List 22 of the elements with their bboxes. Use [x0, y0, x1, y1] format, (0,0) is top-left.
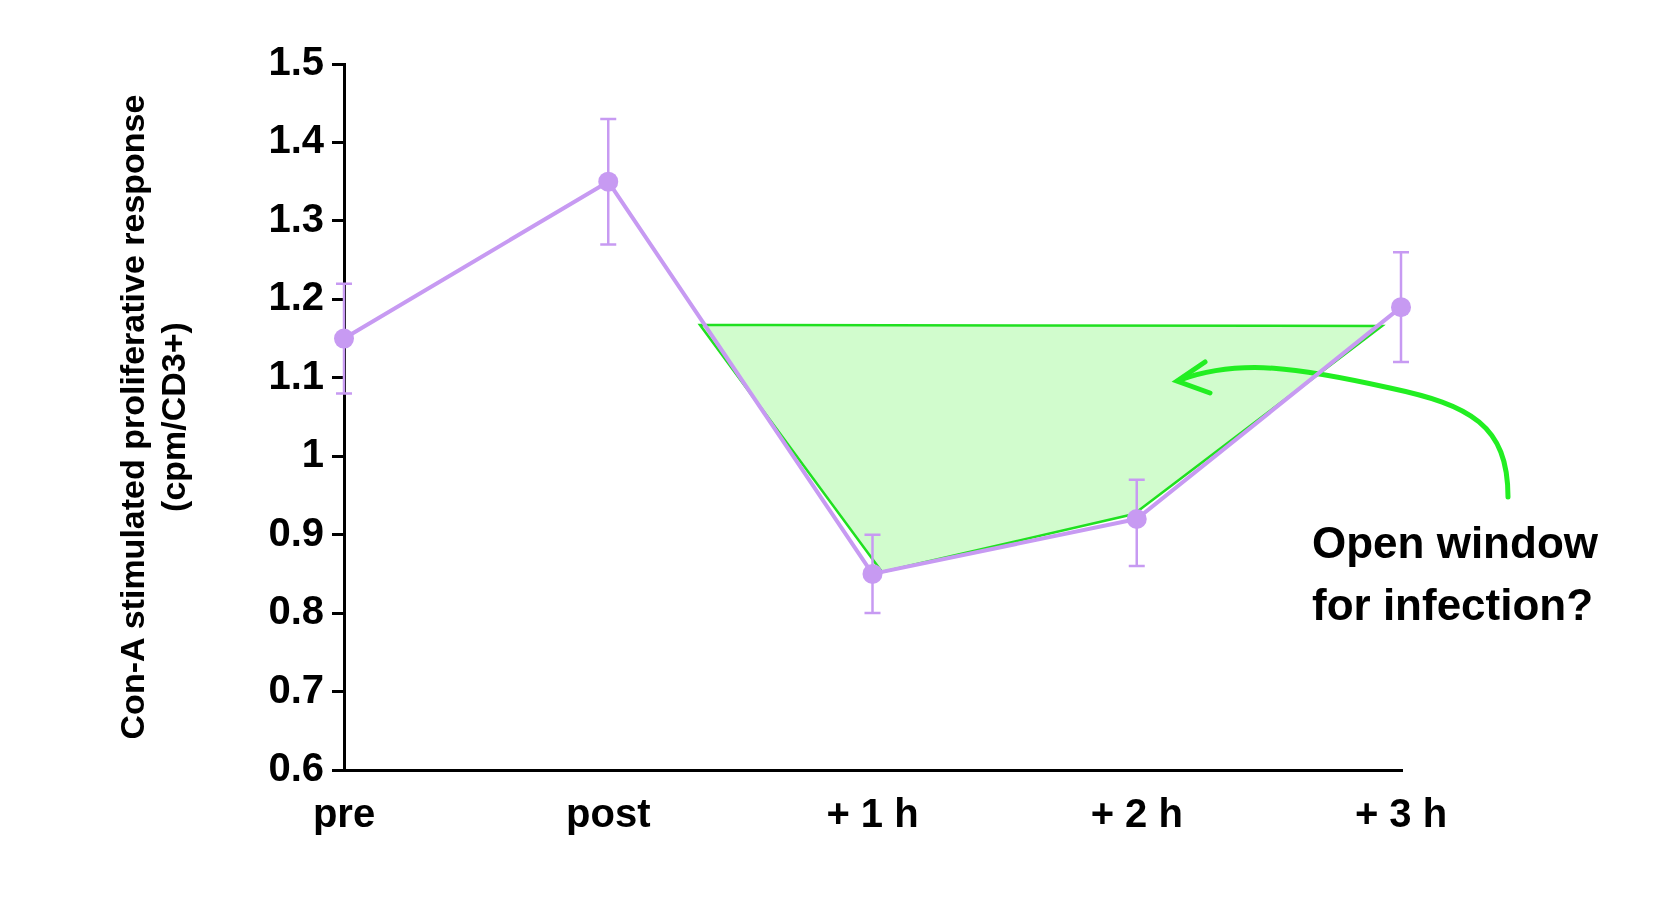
point [862, 563, 883, 584]
y-tick-label: 0.7 [268, 666, 324, 711]
y-tick-label: 1.3 [268, 195, 324, 240]
x-tick-label: + 2 h [1090, 791, 1183, 836]
y-tick-label: 0.8 [268, 588, 324, 633]
x-tick-label: post [566, 791, 651, 836]
point [1391, 297, 1411, 318]
x-tick-label: pre [312, 791, 376, 836]
y-tick-label: 1.1 [268, 352, 324, 397]
point [598, 171, 619, 192]
y-tick-label: 1.2 [268, 274, 324, 319]
y-tick-label: 0.6 [268, 745, 324, 790]
y-tick-label: 0.9 [268, 509, 324, 554]
y-tick-label: 1.4 [268, 117, 325, 162]
y-tick-label: 1 [301, 431, 324, 476]
x-tick-label: + 3 h [1354, 791, 1448, 836]
annotation: Open window for infection? [1312, 517, 1599, 631]
point [1126, 508, 1147, 529]
point [334, 328, 354, 349]
y-tick-label: 1.5 [268, 39, 324, 84]
y-axis-title: Con-A stimulated proliferative response (cpm/CD3+) [112, 94, 192, 740]
x-tick-label: + 1 h [826, 791, 919, 836]
